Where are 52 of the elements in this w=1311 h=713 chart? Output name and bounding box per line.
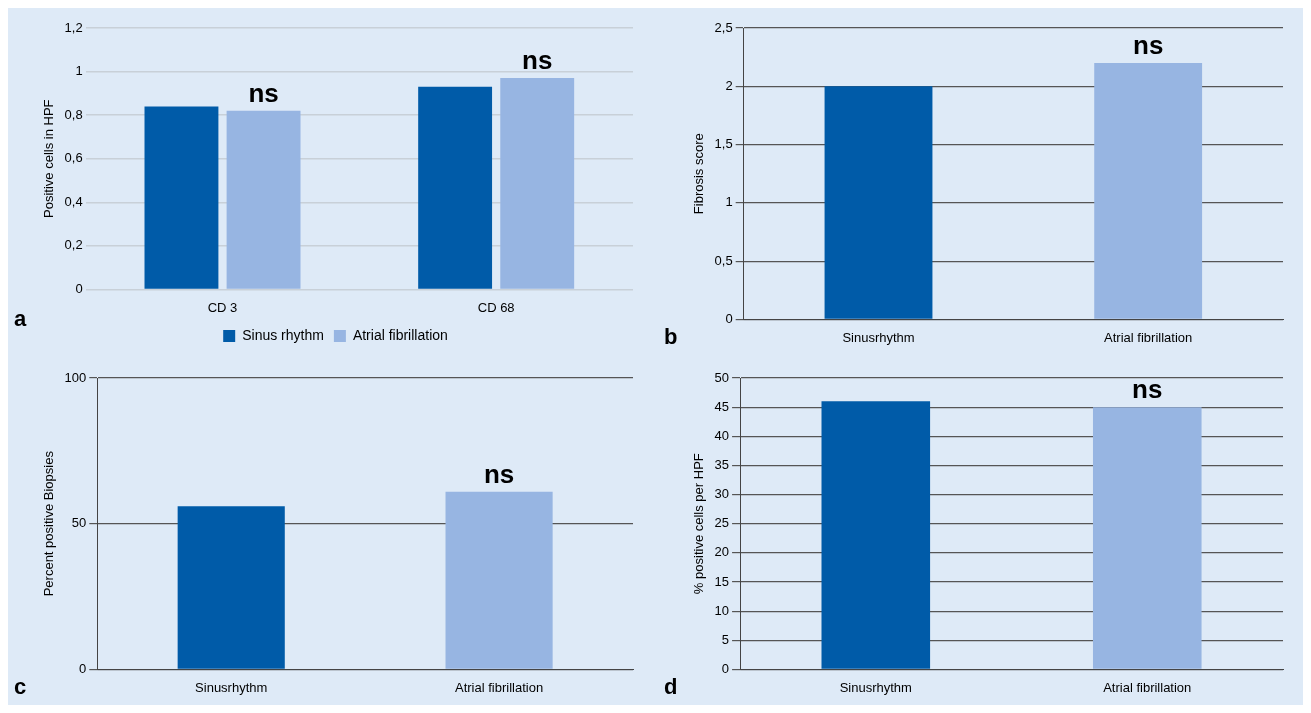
text: a <box>14 306 27 332</box>
y-axis-title: Percent positive Biopsies <box>41 450 57 597</box>
y-tick-label: 0,4 <box>64 193 83 209</box>
annotation: ns <box>248 77 279 108</box>
x-tick-label: Sinusrhythm <box>195 679 268 695</box>
bar <box>418 86 493 289</box>
x-tick-label: CD 68 <box>477 299 515 315</box>
x-tick-label: Atrial fibrillation <box>1103 679 1192 695</box>
y-tick-label: 40 <box>714 427 730 443</box>
y-tick-label: 1 <box>75 63 83 79</box>
y-tick-label: 0 <box>79 660 87 676</box>
y-tick-label: 30 <box>714 486 730 502</box>
x-tick-label: CD 3 <box>207 299 238 315</box>
y-tick-label: 15 <box>714 573 730 589</box>
annotation: ns <box>522 45 553 76</box>
bar <box>226 110 301 289</box>
y-tick-label: 5 <box>721 631 730 647</box>
x-tick-label: Sinusrhythm <box>842 329 915 345</box>
bar <box>500 78 575 289</box>
y-axis-title: Positive cells in HPF <box>41 99 57 218</box>
x-tick-label: Atrial fibrillation <box>454 679 544 695</box>
y-tick-label: 0 <box>75 280 83 296</box>
y-tick-label: 0,6 <box>64 150 83 166</box>
y-tick-label: 10 <box>714 602 730 618</box>
y-tick-label: 0,5 <box>714 252 733 268</box>
y-axis-title: Fibrosis score <box>691 133 707 215</box>
y-tick-label: 35 <box>714 457 730 472</box>
y-tick-label: 1 <box>725 194 733 210</box>
text: b <box>664 324 678 350</box>
y-tick-label: 25 <box>714 515 730 531</box>
y-tick-label: 1,2 <box>64 19 83 35</box>
legend-label: Sinus rhythm <box>242 326 324 343</box>
y-tick-label: 0,8 <box>64 106 83 122</box>
y-tick-label: 0 <box>725 310 733 326</box>
text: c <box>14 674 27 700</box>
x-tick-label: Sinusrhythm <box>839 679 912 695</box>
y-tick-label: 2,5 <box>714 19 733 35</box>
y-axis-title: % positive cells per HPF <box>691 453 707 595</box>
y-tick-label: 50 <box>714 369 730 385</box>
annotation: ns <box>483 458 515 489</box>
y-tick-label: 1,5 <box>714 136 733 152</box>
y-tick-label: 2 <box>725 77 733 93</box>
y-tick-label: 0 <box>721 660 730 676</box>
y-tick-label: 0,2 <box>64 237 83 253</box>
annotation: ns <box>1132 374 1163 405</box>
y-tick-label: 20 <box>714 544 730 560</box>
y-tick-label: 100 <box>64 369 87 385</box>
text: d <box>664 674 678 700</box>
y-tick-label: 45 <box>714 398 730 414</box>
y-tick-label: 50 <box>71 515 87 531</box>
annotation: ns <box>1133 30 1164 61</box>
bar <box>144 106 219 289</box>
